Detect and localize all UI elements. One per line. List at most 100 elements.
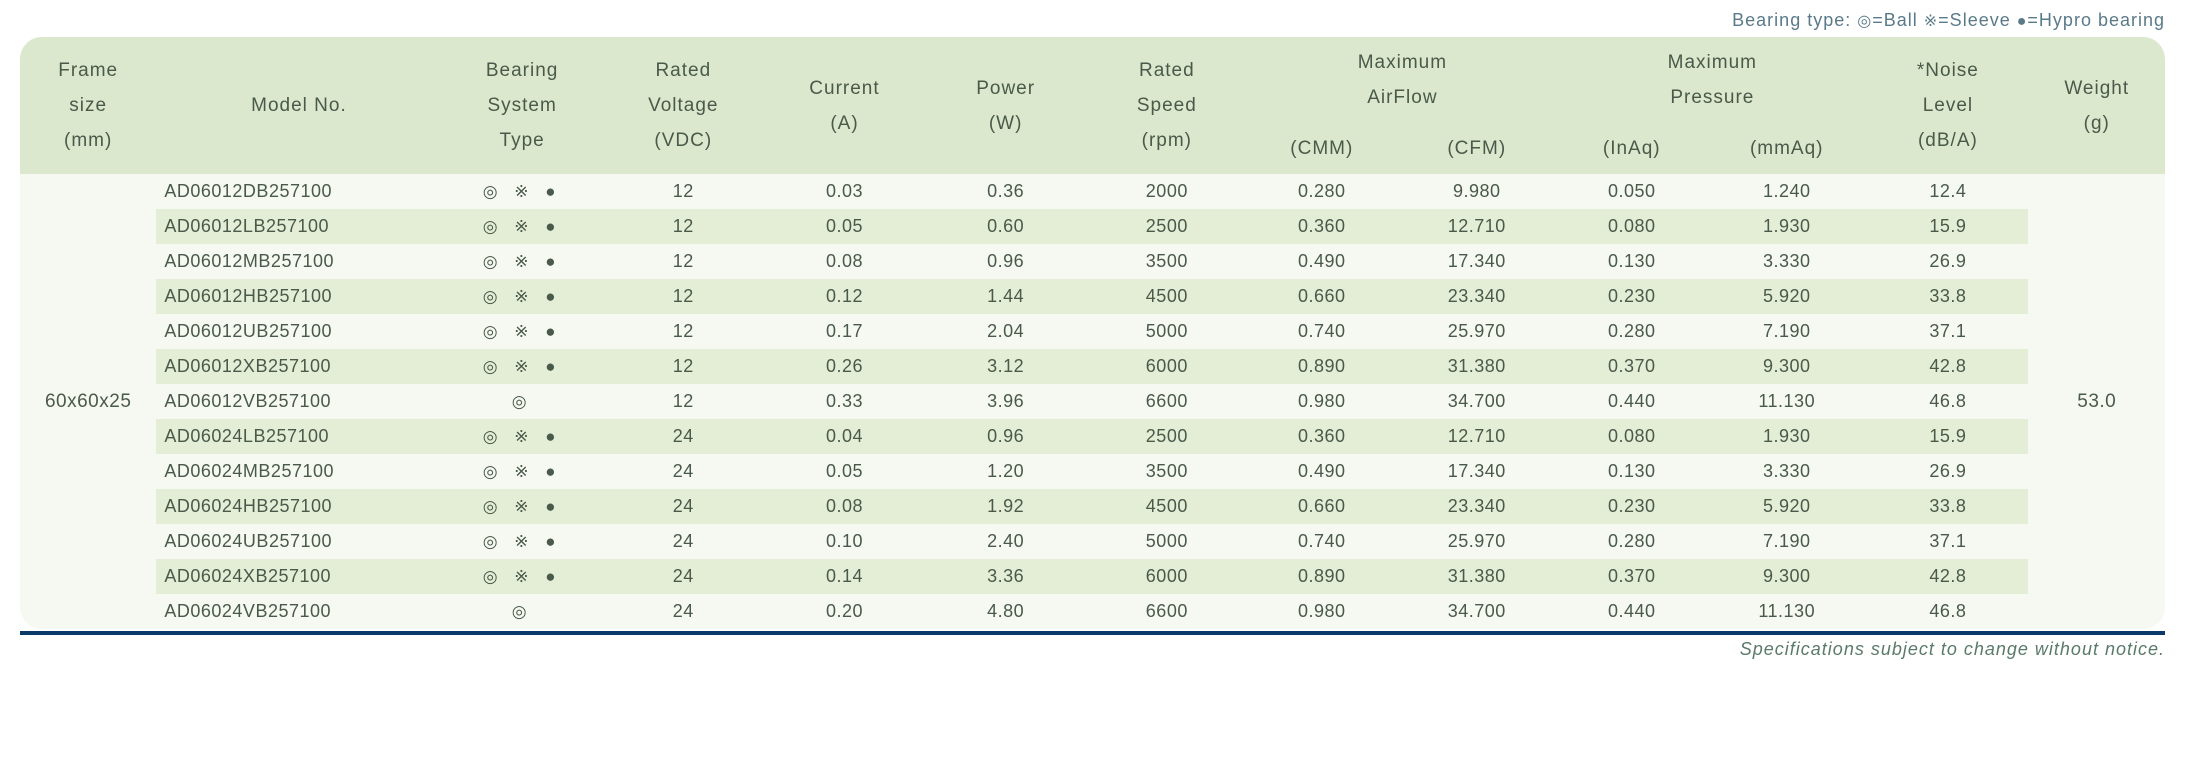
- cell-noise: 33.8: [1867, 279, 2028, 314]
- cell-inaq: 0.370: [1557, 349, 1706, 384]
- cell-bearing: ◎ ※ ●: [442, 279, 603, 314]
- cell-cfm: 34.700: [1396, 594, 1557, 629]
- cell-model: AD06012XB257100: [156, 349, 441, 384]
- cell-bearing: ◎: [442, 384, 603, 419]
- cell-noise: 26.9: [1867, 454, 2028, 489]
- cell-model: AD06012VB257100: [156, 384, 441, 419]
- cell-speed: 6000: [1086, 349, 1247, 384]
- cell-model: AD06024UB257100: [156, 524, 441, 559]
- cell-mmaq: 7.190: [1706, 524, 1867, 559]
- cell-mmaq: 9.300: [1706, 349, 1867, 384]
- cell-power: 3.96: [925, 384, 1086, 419]
- cell-noise: 46.8: [1867, 384, 2028, 419]
- cell-inaq: 0.280: [1557, 314, 1706, 349]
- cell-speed: 6600: [1086, 594, 1247, 629]
- cell-current: 0.33: [764, 384, 925, 419]
- cell-voltage: 24: [603, 419, 764, 454]
- cell-cmm: 0.740: [1247, 314, 1396, 349]
- cell-noise: 33.8: [1867, 489, 2028, 524]
- cell-speed: 2500: [1086, 209, 1247, 244]
- cell-cfm: 25.970: [1396, 524, 1557, 559]
- table-row: AD06024VB257100◎240.204.8066000.98034.70…: [20, 594, 2165, 629]
- ball-icon: ◎: [1857, 13, 1872, 30]
- cell-bearing: ◎ ※ ●: [442, 524, 603, 559]
- cell-inaq: 0.370: [1557, 559, 1706, 594]
- cell-voltage: 12: [603, 279, 764, 314]
- cell-mmaq: 5.920: [1706, 279, 1867, 314]
- cell-power: 0.36: [925, 174, 1086, 209]
- cell-power: 1.44: [925, 279, 1086, 314]
- th-noise: *NoiseLevel(dB/A): [1867, 37, 2028, 174]
- cell-power: 3.36: [925, 559, 1086, 594]
- th-weight: Weight(g): [2028, 37, 2165, 174]
- cell-voltage: 24: [603, 489, 764, 524]
- th-current: Current(A): [764, 37, 925, 174]
- th-bearing: BearingSystemType: [442, 37, 603, 174]
- table-row: AD06012MB257100◎ ※ ●120.080.9635000.4901…: [20, 244, 2165, 279]
- cell-speed: 3500: [1086, 454, 1247, 489]
- table-row: AD06024LB257100◎ ※ ●240.040.9625000.3601…: [20, 419, 2165, 454]
- spec-table: Framesize(mm) Model No. BearingSystemTyp…: [20, 37, 2165, 629]
- cell-cmm: 0.660: [1247, 489, 1396, 524]
- cell-voltage: 12: [603, 314, 764, 349]
- cell-noise: 26.9: [1867, 244, 2028, 279]
- table-row: AD06012UB257100◎ ※ ●120.172.0450000.7402…: [20, 314, 2165, 349]
- cell-inaq: 0.230: [1557, 489, 1706, 524]
- cell-model: AD06024VB257100: [156, 594, 441, 629]
- cell-power: 2.40: [925, 524, 1086, 559]
- cell-power: 0.96: [925, 244, 1086, 279]
- cell-bearing: ◎ ※ ●: [442, 454, 603, 489]
- cell-bearing: ◎: [442, 594, 603, 629]
- cell-speed: 5000: [1086, 524, 1247, 559]
- th-mmaq: (mmAq): [1706, 123, 1867, 174]
- cell-current: 0.10: [764, 524, 925, 559]
- cell-cmm: 0.280: [1247, 174, 1396, 209]
- table-row: AD06024HB257100◎ ※ ●240.081.9245000.6602…: [20, 489, 2165, 524]
- cell-mmaq: 3.330: [1706, 454, 1867, 489]
- cell-speed: 3500: [1086, 244, 1247, 279]
- table-row: AD06012LB257100◎ ※ ●120.050.6025000.3601…: [20, 209, 2165, 244]
- hypro-label: =Hypro bearing: [2027, 10, 2165, 30]
- cell-cfm: 12.710: [1396, 419, 1557, 454]
- cell-inaq: 0.080: [1557, 209, 1706, 244]
- cell-mmaq: 1.930: [1706, 419, 1867, 454]
- cell-mmaq: 3.330: [1706, 244, 1867, 279]
- cell-inaq: 0.280: [1557, 524, 1706, 559]
- th-speed: RatedSpeed(rpm): [1086, 37, 1247, 174]
- cell-model: AD06024LB257100: [156, 419, 441, 454]
- table-row: AD06012VB257100◎120.333.9666000.98034.70…: [20, 384, 2165, 419]
- th-power: Power(W): [925, 37, 1086, 174]
- th-cfm: (CFM): [1396, 123, 1557, 174]
- cell-bearing: ◎ ※ ●: [442, 174, 603, 209]
- cell-speed: 6600: [1086, 384, 1247, 419]
- cell-noise: 46.8: [1867, 594, 2028, 629]
- frame-size-cell: 60x60x25: [20, 174, 156, 629]
- th-inaq: (InAq): [1557, 123, 1706, 174]
- cell-power: 1.20: [925, 454, 1086, 489]
- cell-current: 0.08: [764, 489, 925, 524]
- cell-voltage: 12: [603, 244, 764, 279]
- cell-current: 0.17: [764, 314, 925, 349]
- cell-speed: 4500: [1086, 279, 1247, 314]
- cell-cfm: 23.340: [1396, 489, 1557, 524]
- cell-current: 0.03: [764, 174, 925, 209]
- cell-inaq: 0.440: [1557, 384, 1706, 419]
- sleeve-icon: ※: [1924, 13, 1938, 30]
- th-cmm: (CMM): [1247, 123, 1396, 174]
- cell-current: 0.08: [764, 244, 925, 279]
- th-pressure: MaximumPressure: [1557, 37, 1867, 123]
- cell-current: 0.04: [764, 419, 925, 454]
- table-body: 60x60x25AD06012DB257100◎ ※ ●120.030.3620…: [20, 174, 2165, 629]
- cell-current: 0.14: [764, 559, 925, 594]
- cell-model: AD06012HB257100: [156, 279, 441, 314]
- cell-speed: 4500: [1086, 489, 1247, 524]
- cell-cfm: 34.700: [1396, 384, 1557, 419]
- cell-power: 1.92: [925, 489, 1086, 524]
- cell-bearing: ◎ ※ ●: [442, 209, 603, 244]
- table-row: AD06024XB257100◎ ※ ●240.143.3660000.8903…: [20, 559, 2165, 594]
- cell-speed: 2000: [1086, 174, 1247, 209]
- table-row: AD06024UB257100◎ ※ ●240.102.4050000.7402…: [20, 524, 2165, 559]
- cell-power: 2.04: [925, 314, 1086, 349]
- ball-label: =Ball: [1872, 10, 1918, 30]
- cell-speed: 2500: [1086, 419, 1247, 454]
